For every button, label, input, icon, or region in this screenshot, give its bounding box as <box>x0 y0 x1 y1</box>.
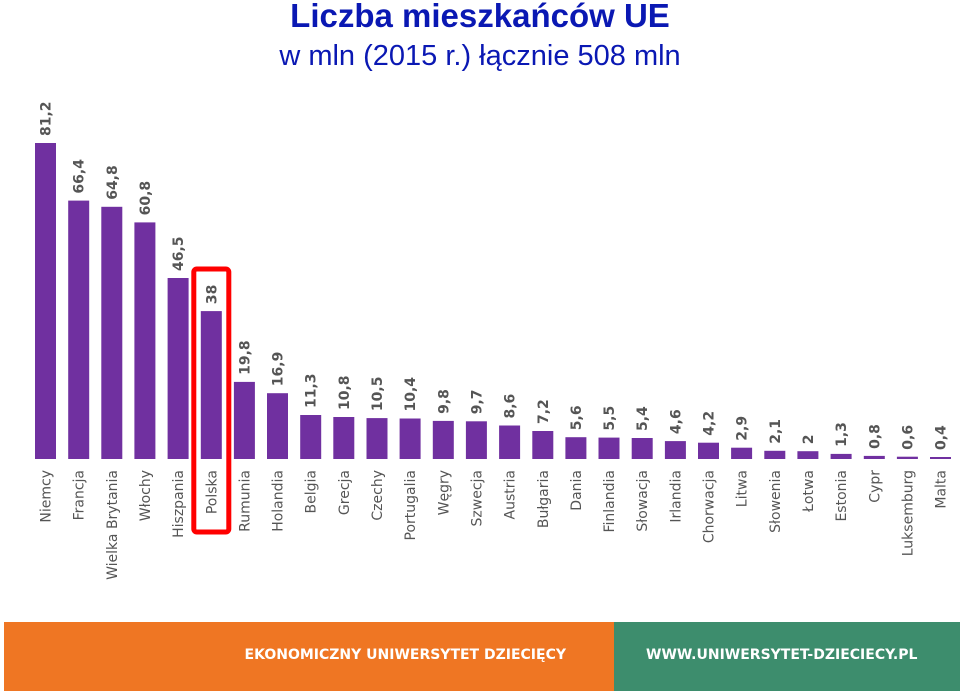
category-label-6: Rumunia <box>237 470 253 532</box>
bar-chart: 81,2 66,4 64,8 60,8 46,5 38 19,8 16,9 11,3 10,8 10… <box>35 101 951 580</box>
category-label-16: Dania <box>569 470 585 511</box>
category-label-1: Francja <box>72 470 88 520</box>
value-label-14: 8,6 <box>503 394 519 419</box>
category-label-19: Irlandia <box>668 470 684 523</box>
category-label-0: Niemcy <box>39 470 55 523</box>
bar-22 <box>764 450 786 459</box>
bar-21 <box>731 447 753 459</box>
chart-title: Liczba mieszkańców UE <box>290 0 670 34</box>
bar-3 <box>134 222 156 459</box>
value-label-19: 4,6 <box>668 409 684 434</box>
value-label-3: 60,8 <box>138 181 154 216</box>
bar-12 <box>432 420 454 459</box>
category-label-24: Estonia <box>834 470 850 522</box>
footer: EKONOMICZNY UNIWERSYTET DZIECIĘCY WWW.UN… <box>0 622 960 691</box>
bar-13 <box>465 421 487 459</box>
category-label-17: Finlandia <box>602 470 618 533</box>
bar-7 <box>267 393 288 459</box>
value-label-2: 64,8 <box>105 165 121 200</box>
category-label-21: Litwa <box>735 470 751 507</box>
category-labels-layer: Niemcy Francja Wielka Brytania Włochy Hiszpa… <box>39 470 950 580</box>
value-label-1: 66,4 <box>72 159 88 194</box>
bar-0 <box>35 143 56 459</box>
category-label-18: Słowacja <box>635 470 651 532</box>
bar-15 <box>532 431 554 459</box>
category-label-26: Luksemburg <box>900 470 916 556</box>
footer-website-link[interactable]: WWW.UNIWERSYTET-DZIECIECY.PL <box>646 647 918 663</box>
value-label-8: 11,3 <box>304 373 320 408</box>
category-label-5: Polska <box>204 470 220 514</box>
value-label-9: 10,8 <box>337 375 353 410</box>
value-label-17: 5,5 <box>602 406 618 431</box>
category-label-9: Grecja <box>337 470 353 515</box>
value-label-11: 10,4 <box>403 377 419 412</box>
bar-26 <box>896 456 918 459</box>
bar-8 <box>300 415 322 459</box>
bar-19 <box>664 441 686 459</box>
category-label-10: Czechy <box>370 470 386 521</box>
footer-website-banner[interactable]: WWW.UNIWERSYTET-DZIECIECY.PL <box>614 622 960 691</box>
value-label-12: 9,8 <box>436 389 452 414</box>
bar-4 <box>167 278 189 459</box>
bar-2 <box>101 206 123 459</box>
category-label-14: Austria <box>503 470 519 519</box>
value-label-22: 2,1 <box>768 419 784 444</box>
value-label-18: 5,4 <box>635 406 651 431</box>
bar-17 <box>598 437 620 459</box>
footer-university-banner: EKONOMICZNY UNIWERSYTET DZIECIĘCY <box>4 622 614 691</box>
value-label-24: 1,3 <box>834 422 850 447</box>
highlight-box-polska <box>191 266 232 535</box>
bar-20 <box>698 442 719 459</box>
value-label-15: 7,2 <box>536 399 552 424</box>
value-label-0: 81,2 <box>39 101 55 136</box>
bar-24 <box>830 453 852 459</box>
value-label-27: 0,4 <box>934 425 950 450</box>
value-label-26: 0,6 <box>900 425 916 450</box>
highlight-layer <box>191 266 232 535</box>
bar-23 <box>797 451 819 459</box>
bar-18 <box>631 438 653 459</box>
category-label-11: Portugalia <box>403 470 419 540</box>
value-label-20: 4,2 <box>702 411 718 436</box>
category-label-2: Wielka Brytania <box>105 470 121 580</box>
value-label-10: 10,5 <box>370 377 386 412</box>
value-label-7: 16,9 <box>271 352 287 387</box>
category-label-7: Holandia <box>271 470 287 532</box>
bar-14 <box>499 425 521 459</box>
bar-16 <box>565 437 587 459</box>
value-label-5: 38 <box>204 285 220 304</box>
bar-6 <box>233 381 255 459</box>
category-label-23: Łotwa <box>801 470 817 513</box>
bar-9 <box>333 417 355 459</box>
value-label-25: 0,8 <box>867 424 883 449</box>
value-label-13: 9,7 <box>469 389 485 414</box>
category-label-8: Belgia <box>304 470 320 513</box>
bar-11 <box>399 418 421 459</box>
bar-25 <box>863 455 885 459</box>
value-label-16: 5,6 <box>569 405 585 430</box>
value-label-6: 19,8 <box>237 340 253 375</box>
value-label-21: 2,9 <box>735 416 751 441</box>
category-label-15: Bułgaria <box>536 470 552 528</box>
value-labels-layer: 81,2 66,4 64,8 60,8 46,5 38 19,8 16,9 11,3 10,8 10… <box>39 101 950 450</box>
value-label-4: 46,5 <box>171 236 187 271</box>
bar-10 <box>366 418 388 459</box>
category-label-12: Węgry <box>436 470 452 515</box>
bar-1 <box>68 200 90 459</box>
category-label-13: Szwecja <box>469 470 485 526</box>
value-label-23: 2 <box>801 434 817 444</box>
category-label-3: Włochy <box>138 470 154 521</box>
bar-5 <box>200 311 222 459</box>
category-label-4: Hiszpania <box>171 470 187 538</box>
category-label-27: Malta <box>934 470 950 509</box>
bars-layer <box>35 143 951 459</box>
category-label-25: Cypr <box>867 470 883 503</box>
category-label-20: Chorwacja <box>702 470 718 543</box>
category-label-22: Słowenia <box>768 470 784 533</box>
bar-27 <box>930 457 951 459</box>
chart-subtitle: w mln (2015 r.) łącznie 508 mln <box>279 40 681 72</box>
footer-university-name: EKONOMICZNY UNIWERSYTET DZIECIĘCY <box>244 647 566 663</box>
